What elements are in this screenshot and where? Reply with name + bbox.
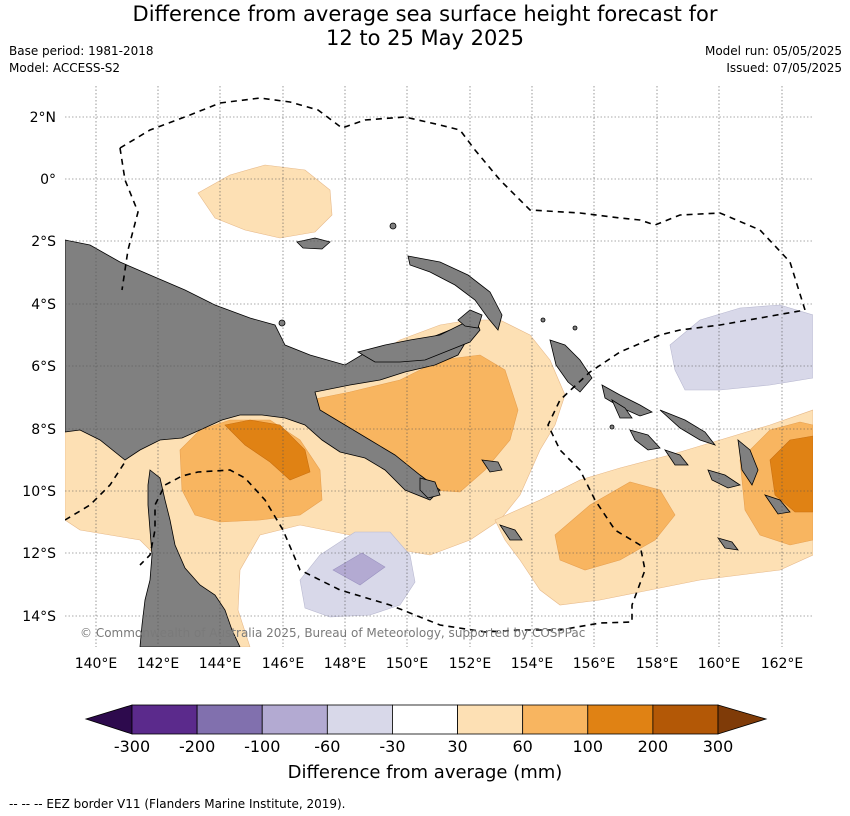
- colorbar-extend-low: [84, 704, 133, 735]
- lon-label: 160°E: [698, 656, 741, 672]
- lon-label: 152°E: [449, 656, 492, 672]
- meta-left: Base period: 1981-2018 Model: ACCESS-S2: [9, 43, 154, 77]
- lat-label: 10°S: [22, 484, 56, 500]
- colorbar-tick-label: 200: [638, 737, 669, 756]
- lat-label: 12°S: [22, 546, 56, 562]
- lat-label: 4°S: [31, 297, 56, 313]
- colorbar-tick-label: 60: [512, 737, 532, 756]
- colorbar-segment: [522, 704, 589, 735]
- model-run: Model run: 05/05/2025: [704, 44, 842, 58]
- lat-label: 0°: [40, 172, 56, 188]
- lon-label: 156°E: [573, 656, 616, 672]
- lat-label: 2°S: [31, 234, 56, 250]
- colorbar-segment: [326, 704, 393, 735]
- lat-label: 2°N: [30, 110, 56, 126]
- colorbar-tick-label: -300: [114, 737, 150, 756]
- lon-label: 162°E: [761, 656, 804, 672]
- colorbar-tick-label: -60: [314, 737, 340, 756]
- colorbar-segment: [457, 704, 524, 735]
- colorbar-segment: [131, 704, 198, 735]
- lat-label: 6°S: [31, 359, 56, 375]
- lon-label: 150°E: [386, 656, 429, 672]
- lon-label: 142°E: [137, 656, 180, 672]
- lon-label: 148°E: [324, 656, 367, 672]
- colorbar-tick-label: -30: [379, 737, 405, 756]
- model-name: Model: ACCESS-S2: [9, 61, 121, 75]
- title-line-1: Difference from average sea surface heig…: [132, 2, 718, 26]
- latitude-labels: 2°N 0° 2°S 4°S 6°S 8°S 10°S 12°S 14°S: [22, 110, 56, 625]
- colorbar-segment: [587, 704, 654, 735]
- lat-label: 8°S: [31, 422, 56, 438]
- longitude-labels: 140°E 142°E 144°E 146°E 148°E 150°E 152°E 154°E…: [75, 656, 804, 672]
- map-title: Difference from average sea surface heig…: [0, 2, 850, 50]
- issued-date: Issued: 07/05/2025: [726, 61, 842, 75]
- eez-legend-footer: -- -- -- EEZ border V11 (Flanders Marine…: [9, 797, 346, 811]
- lon-label: 154°E: [511, 656, 554, 672]
- anomaly-100-200: [224, 419, 813, 513]
- lon-label: 144°E: [199, 656, 242, 672]
- lon-label: 140°E: [75, 656, 118, 672]
- anomaly-neg60-neg100: [332, 552, 386, 586]
- colorbar-segment: [196, 704, 263, 735]
- colorbar-tick-label: 300: [703, 737, 734, 756]
- lon-label: 158°E: [636, 656, 679, 672]
- land-masses: [65, 222, 791, 647]
- lon-label: 146°E: [262, 656, 305, 672]
- colorbar-segment: [392, 704, 458, 735]
- colorbar-extend-high: [717, 704, 768, 735]
- meta-right: Model run: 05/05/2025 Issued: 07/05/2025: [705, 43, 842, 77]
- colorbar-tick-label: -100: [244, 737, 280, 756]
- graticule: [65, 86, 813, 647]
- colorbar-segment: [261, 704, 328, 735]
- colorbar-tick-label: -200: [179, 737, 215, 756]
- base-period: Base period: 1981-2018: [9, 44, 154, 58]
- copyright-text: © Commonwealth of Australia 2025, Bureau…: [80, 626, 585, 640]
- eez-border: [65, 97, 807, 633]
- title-line-2: 12 to 25 May 2025: [325, 26, 525, 50]
- colorbar-tick-label: 100: [573, 737, 604, 756]
- colorbar-tick-label: 30: [447, 737, 467, 756]
- colorbar-title: Difference from average (mm): [288, 762, 563, 783]
- colorbar: -300 -200 -100 -60 -30 30 60 100 200 300: [84, 704, 768, 756]
- colorbar-segment: [652, 704, 719, 735]
- lat-label: 14°S: [22, 609, 56, 625]
